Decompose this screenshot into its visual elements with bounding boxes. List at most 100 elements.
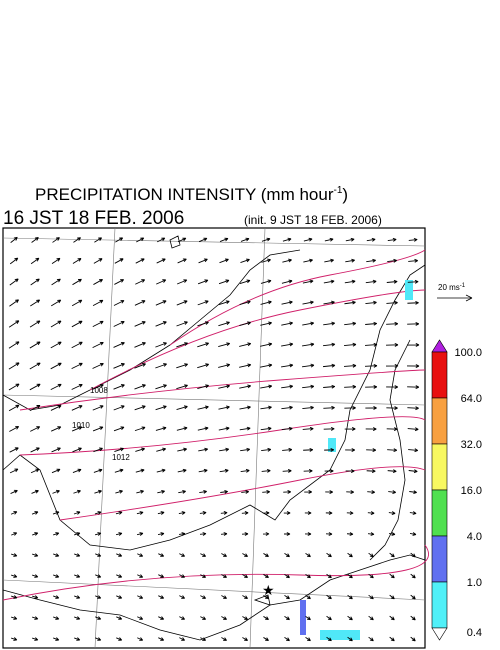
wind-arrow xyxy=(176,363,189,369)
wind-arrow xyxy=(93,468,103,473)
wind-arrow xyxy=(199,511,207,515)
wind-arrow xyxy=(29,320,41,328)
wind-arrow xyxy=(155,321,167,327)
wind-arrow xyxy=(92,341,104,349)
wind-arrow xyxy=(220,489,228,494)
wind-arrow xyxy=(263,616,269,621)
color-bar-label: 16.0 xyxy=(461,485,482,497)
wind-arrow xyxy=(8,362,20,370)
wind-arrow xyxy=(407,385,420,390)
wind-arrow xyxy=(8,383,20,391)
color-bar-label: 32.0 xyxy=(461,439,482,451)
wind-arrow xyxy=(50,362,62,370)
wind-arrow xyxy=(388,490,396,495)
wind-arrow xyxy=(345,237,355,242)
valid-time: 16 JST 18 FEB. 2006 xyxy=(3,208,184,229)
wind-arrow xyxy=(260,279,272,284)
wind-arrow xyxy=(197,426,209,431)
wind-arrow xyxy=(346,511,354,515)
wind-arrow xyxy=(71,299,83,307)
wind-arrow xyxy=(347,594,353,600)
wind-arrow xyxy=(282,468,292,473)
map-frame: ★ 1008 1010 1012 xyxy=(2,227,430,649)
wind-arrow xyxy=(74,553,81,557)
wind-arrow xyxy=(302,426,314,431)
wind-arrow xyxy=(409,490,417,495)
wind-arrow xyxy=(29,404,41,412)
wind-arrow xyxy=(134,300,146,306)
wind-arrow xyxy=(387,258,397,263)
wind-arrow xyxy=(179,553,186,557)
wind-arrow xyxy=(177,447,188,452)
wind-arrow xyxy=(364,363,378,368)
wind-arrow xyxy=(8,404,20,412)
wind-arrow xyxy=(134,363,146,369)
wind-arrow xyxy=(156,258,166,264)
wind-arrow xyxy=(407,321,420,326)
wind-arrow xyxy=(177,237,187,243)
wind-arrow xyxy=(366,237,376,242)
wind-arrow xyxy=(325,490,333,494)
wind-arrow xyxy=(221,553,227,557)
wind-arrow xyxy=(30,257,40,265)
wind-arrow xyxy=(410,615,416,621)
wind-arrow xyxy=(95,595,102,599)
wind-arrow xyxy=(155,405,167,411)
wind-arrow xyxy=(11,574,18,578)
wind-arrow xyxy=(114,447,124,452)
wind-arrow xyxy=(94,511,102,515)
wind-arrow xyxy=(260,405,272,410)
wind-arrow xyxy=(407,343,420,347)
wind-arrow xyxy=(221,574,227,578)
wind-arrow xyxy=(261,468,271,473)
wind-arrow xyxy=(324,448,335,452)
wind-arrow xyxy=(136,489,144,494)
wind-arrow xyxy=(32,637,39,641)
wind-arrow xyxy=(218,321,230,327)
wind-arrow xyxy=(323,405,335,410)
wind-arrow xyxy=(200,595,207,599)
wind-arrow xyxy=(347,573,353,579)
wind-arrow xyxy=(136,511,144,515)
wind-arrow xyxy=(323,426,335,431)
wind-arrow xyxy=(31,489,39,494)
wind-arrow xyxy=(115,237,124,243)
wind-arrow xyxy=(388,532,396,536)
wind-arrow xyxy=(365,406,377,410)
wind-arrow xyxy=(283,490,291,494)
wind-arrow xyxy=(156,279,167,285)
wind-arrow xyxy=(179,616,186,620)
wind-arrow xyxy=(260,300,272,305)
wind-arrow xyxy=(71,426,83,432)
wind-arrow xyxy=(30,468,40,474)
wind-arrow xyxy=(113,426,125,432)
wind-arrow xyxy=(95,616,102,620)
wind-arrow xyxy=(218,300,230,306)
wind-arrow xyxy=(51,257,61,265)
wind-arrow xyxy=(51,447,61,453)
wind-arrow xyxy=(260,384,273,389)
wind-arrow xyxy=(8,341,20,349)
wind-arrow xyxy=(197,300,209,306)
wind-arrow xyxy=(32,532,39,536)
wind-arrow xyxy=(156,237,166,243)
wind-arrow xyxy=(386,321,399,326)
wind-arrow xyxy=(305,615,311,621)
wind-arrow xyxy=(10,511,18,515)
wind-arrow xyxy=(137,595,144,599)
wind-arrow xyxy=(199,532,207,536)
wind-arrow xyxy=(365,427,377,431)
wind-arrow xyxy=(344,279,356,284)
wind-arrow xyxy=(260,342,273,347)
wind-arrow xyxy=(72,278,82,286)
wind-arrow xyxy=(389,636,395,642)
wind-arrow xyxy=(326,636,332,642)
wind-arrow xyxy=(304,490,312,494)
wind-arrow xyxy=(239,279,251,284)
wind-arrow xyxy=(92,299,104,307)
wind-arrow xyxy=(389,552,395,558)
wind-arrow xyxy=(387,469,397,474)
wind-arrow xyxy=(198,237,208,243)
wind-arrow xyxy=(239,342,252,347)
wind-arrow xyxy=(10,236,18,243)
